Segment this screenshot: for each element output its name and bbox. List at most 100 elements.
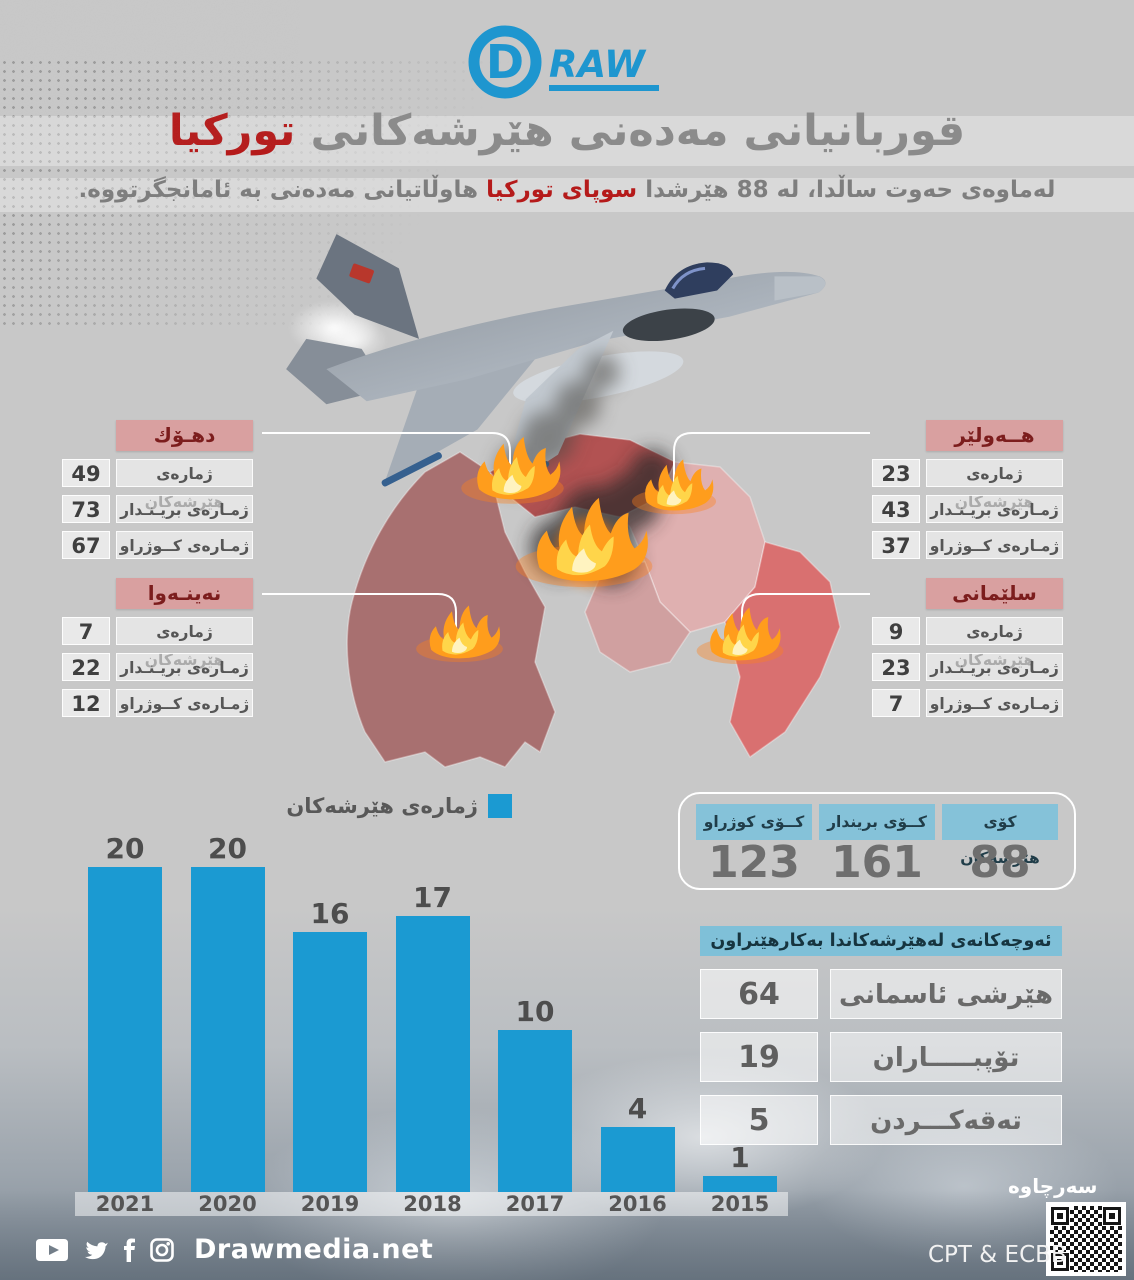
bar xyxy=(498,1029,572,1192)
total-wounded-value: 161 xyxy=(831,837,923,888)
bar-2019: 16 xyxy=(293,897,367,1192)
stat-row-wounded: ژمـارەی بریـنـدار 73 xyxy=(62,495,253,523)
total-attacks-cell: کۆی هێرشەکان 88 xyxy=(942,804,1058,886)
total-attacks-label: کۆی هێرشەکان xyxy=(942,804,1058,867)
x-tick-2016: 2016 xyxy=(608,1192,667,1216)
stat-row-wounded: ژمـارەی بریـنـدار 23 xyxy=(872,653,1063,681)
stat-label-attacks: ژمارەی هێرشەکان xyxy=(116,617,253,669)
stat-label-killed: ژمـارەی کــوژراو xyxy=(116,689,253,717)
youtube-icon[interactable] xyxy=(36,1238,68,1261)
bar-value-label: 16 xyxy=(310,897,350,930)
weapon-value: 5 xyxy=(700,1095,818,1145)
instagram-icon[interactable] xyxy=(150,1237,174,1262)
bar-2015: 1 xyxy=(703,1141,777,1192)
weapon-row-airstrike: هێرشی ئاسمانی 64 xyxy=(700,969,1062,1019)
stat-value-attacks: 23 xyxy=(872,459,920,487)
stat-value-wounded: 43 xyxy=(872,495,920,523)
weapon-label: تۆپبـــــاران xyxy=(830,1032,1062,1082)
legend-label: ژمارەی هێرشەکان xyxy=(286,794,478,818)
x-tick-2019: 2019 xyxy=(300,1192,360,1216)
x-tick-2017: 2017 xyxy=(505,1192,565,1216)
totals-summary-box: کۆی هێرشەکان 88 کــۆی بریندار 161 کــۆی … xyxy=(678,792,1076,890)
total-killed-cell: کــۆی کوژراو 123 xyxy=(696,804,812,886)
source-label: سەرچاوە xyxy=(1008,1174,1098,1198)
region-panel-duhok: دهـۆك ژمارەی هێرشەکان 49 ژمـارەی بریـنـد… xyxy=(62,420,253,559)
bar xyxy=(395,915,470,1192)
footer-social-bar: Drawmedia.net xyxy=(36,1234,433,1265)
bar-2017: 10 xyxy=(498,994,572,1192)
legend-color-swatch xyxy=(488,794,512,818)
twitter-icon[interactable] xyxy=(82,1239,108,1261)
stat-value-attacks: 9 xyxy=(872,617,920,645)
subtitle-accent-turkish-army: سوپای تورکیا xyxy=(486,177,638,203)
subtitle-post: هاوڵاتیانی مەدەنی بە ئامانجگرتووە. xyxy=(78,177,479,203)
region-title: سلێمانی xyxy=(926,578,1063,609)
bar-value-label: 17 xyxy=(413,880,452,914)
bar xyxy=(703,1175,777,1192)
stat-value-attacks: 7 xyxy=(62,617,110,645)
page-title: قوربانیانی مەدەنی هێرشەکانی تورکیا xyxy=(0,106,1134,156)
stat-value-wounded: 22 xyxy=(62,653,110,681)
weapon-label: تەقەکـــردن xyxy=(830,1095,1062,1145)
weapon-value: 64 xyxy=(700,969,818,1019)
stat-value-killed: 37 xyxy=(872,531,920,559)
weapons-used-table: ئەوچەکانەی لەهێرشەکاندا بەکارهێنراون هێر… xyxy=(700,926,1062,1145)
stat-row-killed: ژمـارەی کــوژراو 7 xyxy=(872,689,1063,717)
bar xyxy=(88,867,162,1192)
svg-text:D: D xyxy=(486,35,524,89)
total-killed-label: کــۆی کوژراو xyxy=(696,804,812,840)
page-subtitle: لەماوەی حەوت ساڵدا، لە 88 هێرشدا سوپای ت… xyxy=(0,177,1134,203)
bar xyxy=(600,1127,675,1192)
region-title: دهـۆك xyxy=(116,420,253,451)
chart-legend: ژمارەی هێرشەکان xyxy=(280,794,512,818)
bar-value-label: 4 xyxy=(627,1092,648,1125)
stat-row-attacks: ژمارەی هێرشەکان 23 xyxy=(872,459,1063,511)
region-panel-slemani: سلێمانی ژمارەی هێرشەکان 9 ژمـارەی بریـنـ… xyxy=(872,578,1063,717)
stat-label-attacks: ژمارەی هێرشەکان xyxy=(926,617,1063,669)
region-panel-hewler: هــەولێر ژمارەی هێرشەکان 23 ژمـارەی بریـ… xyxy=(872,420,1063,559)
stat-value-attacks: 49 xyxy=(62,459,110,487)
x-tick-2020: 2020 xyxy=(198,1192,257,1216)
bar-2018: 17 xyxy=(395,880,470,1192)
stat-label-wounded: ژمـارەی بریـنـدار xyxy=(116,653,253,681)
stat-label-wounded: ژمـارەی بریـنـدار xyxy=(116,495,253,523)
region-panel-nineveh: نەینـەوا ژمارەی هێرشەکان 7 ژمـارەی بریـن… xyxy=(62,578,253,717)
x-tick-2015: 2015 xyxy=(710,1192,770,1216)
svg-text:RAW: RAW xyxy=(549,43,647,86)
total-killed-value: 123 xyxy=(708,837,800,888)
stat-label-attacks: ژمارەی هێرشەکان xyxy=(116,459,253,511)
stat-row-attacks: ژمارەی هێرشەکان 7 xyxy=(62,617,253,669)
stat-row-attacks: ژمارەی هێرشەکان 9 xyxy=(872,617,1063,669)
weapon-row-shooting: تەقەکـــردن 5 xyxy=(700,1095,1062,1145)
weapons-table-header: ئەوچەکانەی لەهێرشەکاندا بەکارهێنراون xyxy=(700,926,1062,956)
weapon-value: 19 xyxy=(700,1032,818,1082)
title-accent-turkey: تورکیا xyxy=(168,106,296,156)
stat-label-killed: ژمـارەی کــوژراو xyxy=(116,531,253,559)
stat-row-wounded: ژمـارەی بریـنـدار 22 xyxy=(62,653,253,681)
credit-text: CPT & ECBB xyxy=(928,1242,1067,1268)
stat-row-wounded: ژمـارەی بریـنـدار 43 xyxy=(872,495,1063,523)
bar-value-label: 20 xyxy=(105,832,145,865)
total-wounded-cell: کــۆی بریندار 161 xyxy=(819,804,935,886)
bar-value-label: 10 xyxy=(515,994,555,1028)
stat-value-wounded: 73 xyxy=(62,495,110,523)
region-title: نەینـەوا xyxy=(116,578,253,609)
stat-label-wounded: ژمـارەی بریـنـدار xyxy=(926,653,1063,681)
title-main: قوربانیانی مەدەنی هێرشەکانی xyxy=(310,106,966,156)
stat-value-killed: 12 xyxy=(62,689,110,717)
stat-label-wounded: ژمـارەی بریـنـدار xyxy=(926,495,1063,523)
bar-value-label: 1 xyxy=(730,1140,750,1174)
stat-label-killed: ژمـارەی کــوژراو xyxy=(926,689,1063,717)
bar-2021: 20 xyxy=(88,832,162,1192)
facebook-icon[interactable] xyxy=(122,1238,136,1262)
total-wounded-label: کــۆی بریندار xyxy=(819,804,935,840)
website-link[interactable]: Drawmedia.net xyxy=(194,1234,434,1265)
bar xyxy=(293,932,367,1192)
x-tick-2021: 2021 xyxy=(95,1192,155,1216)
bar xyxy=(190,867,265,1192)
stat-label-killed: ژمـارەی کــوژراو xyxy=(926,531,1063,559)
stat-value-wounded: 23 xyxy=(872,653,920,681)
stat-row-killed: ژمـارەی کــوژراو 67 xyxy=(62,531,253,559)
draw-logo-icon: D RAW xyxy=(468,25,659,99)
